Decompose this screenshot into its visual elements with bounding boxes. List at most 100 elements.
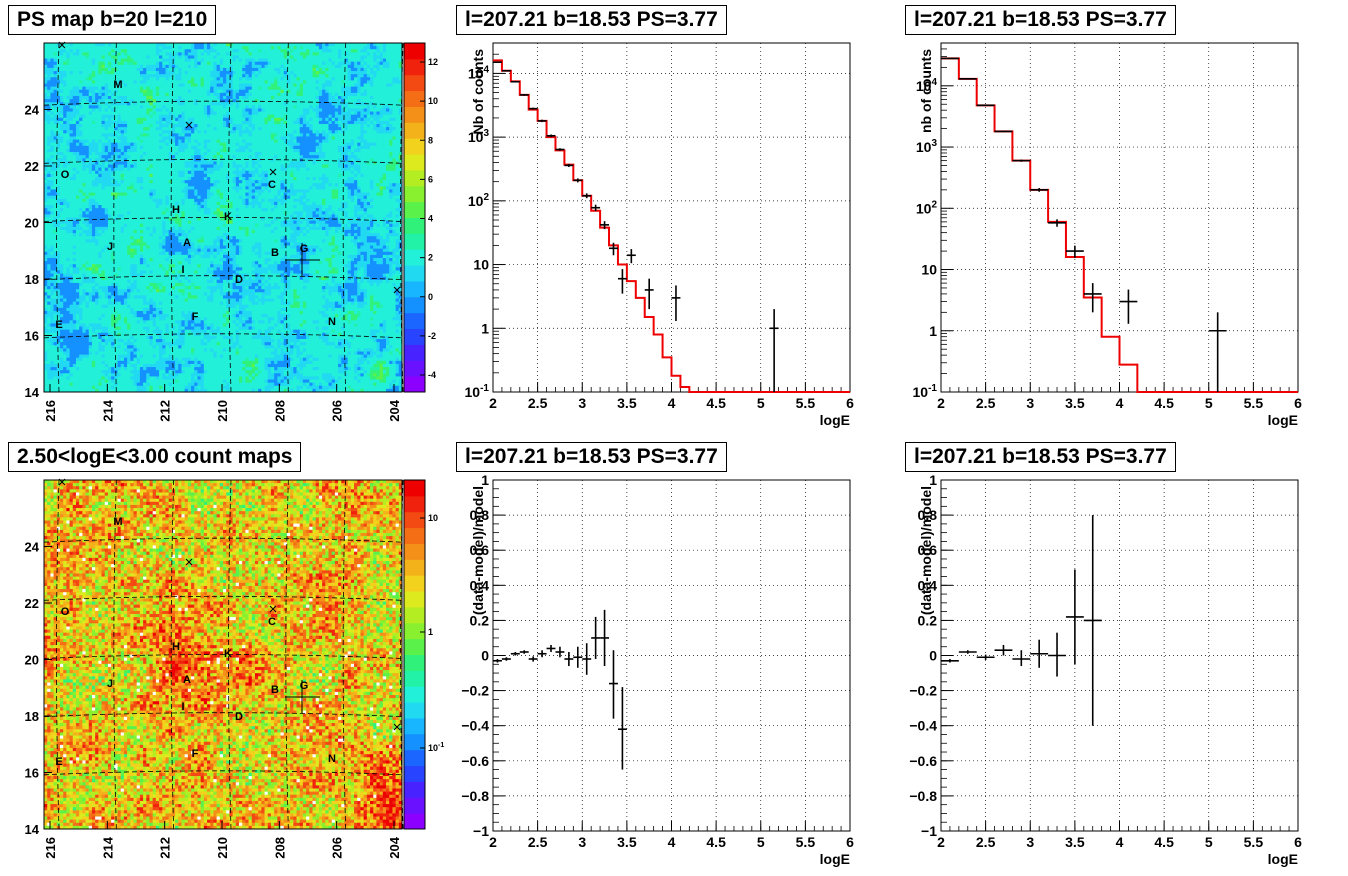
map-source-label-O: O — [61, 606, 70, 618]
map-x-tick-label: 208 — [272, 837, 287, 859]
colorbar-tick-label: 1 — [428, 627, 433, 637]
map-source-label-H: H — [172, 204, 180, 216]
x-tick-label: 2 — [937, 395, 945, 411]
y-axis-title: Nb of counts — [470, 49, 486, 135]
x-tick-label: 5.5 — [1244, 395, 1264, 411]
y-tick-label: 1 — [481, 320, 489, 336]
x-tick-label: 4.5 — [706, 395, 726, 411]
map-source-label-A: A — [183, 237, 191, 249]
y-axis-title: (data-model)/model — [470, 486, 486, 615]
map-x-tick-label: 206 — [330, 837, 345, 859]
map-x-tick-label: 216 — [43, 400, 58, 422]
map-source-label-K: K — [224, 648, 232, 660]
y-tick-label: 0 — [929, 648, 937, 664]
y-tick-label: 1 — [481, 472, 489, 488]
map-x-tick-label: 210 — [215, 837, 230, 859]
spectrum-title-2: l=207.21 b=18.53 PS=3.77 — [905, 5, 1176, 35]
x-tick-label: 4.5 — [706, 834, 726, 850]
x-tick-label: 3 — [1026, 395, 1034, 411]
x-axis-title: logE — [1268, 412, 1298, 428]
map-source-label-C: C — [268, 616, 276, 628]
x-tick-label: 4 — [668, 395, 676, 411]
x-tick-label: 3.5 — [1065, 834, 1085, 850]
x-tick-label: 6 — [846, 395, 854, 411]
y-tick-label: 1 — [929, 472, 937, 488]
map-source-label-J: J — [107, 241, 113, 253]
map-x-tick-label: 208 — [272, 400, 287, 422]
map-y-tick-label: 16 — [25, 329, 39, 344]
x-tick-label: 2.5 — [976, 395, 996, 411]
x-axis-title: logE — [1268, 851, 1298, 867]
map-y-tick-label: 20 — [25, 216, 39, 231]
x-tick-label: 5 — [1205, 395, 1213, 411]
colorbar-tick-label: 10 — [428, 513, 438, 523]
y-tick-label: −0.4 — [461, 718, 489, 734]
y-tick-label: −1 — [473, 823, 489, 839]
x-tick-label: 3.5 — [1065, 395, 1085, 411]
map-source-label-F: F — [192, 748, 199, 760]
y-tick-label: −1 — [921, 823, 937, 839]
map-y-tick-label: 24 — [25, 540, 40, 555]
x-tick-label: 5.5 — [796, 834, 816, 850]
x-tick-label: 2 — [489, 834, 497, 850]
y-tick-label: 10 — [921, 262, 937, 278]
map-source-label-G: G — [300, 680, 309, 692]
y-tick-label: 102 — [916, 199, 938, 216]
map-source-label-B: B — [271, 684, 279, 696]
x-tick-label: 4 — [1116, 834, 1124, 850]
y-tick-label: 0 — [481, 648, 489, 664]
map-source-label-E: E — [55, 756, 62, 768]
map-source-label-O: O — [61, 169, 70, 181]
x-tick-label: 2.5 — [528, 395, 548, 411]
map-x-tick-label: 212 — [158, 837, 173, 859]
y-tick-label: −0.2 — [461, 683, 489, 699]
map-source-label-M: M — [113, 79, 122, 91]
x-tick-label: 6 — [1294, 834, 1302, 850]
y-tick-label: 1 — [929, 323, 937, 339]
figure-canvas: 216 214 212 210 208 206 204141618202224MOCHKJ A… — [0, 0, 1348, 876]
map-source-label-F: F — [192, 311, 199, 323]
map-source-label-E: E — [55, 319, 62, 331]
y-tick-label: 10 — [473, 257, 489, 273]
y-tick-label: −0.6 — [909, 753, 937, 769]
x-tick-label: 4.5 — [1154, 395, 1174, 411]
map-x-tick-label: 204 — [387, 836, 402, 858]
map-source-label-A: A — [183, 674, 191, 686]
x-tick-label: 4 — [1116, 395, 1124, 411]
y-axis-title: nb of counts — [918, 49, 934, 133]
x-tick-label: 5 — [757, 395, 765, 411]
map-x-tick-label: 212 — [158, 400, 173, 422]
map-source-label-D: D — [235, 711, 243, 723]
y-tick-label: 10-1 — [465, 383, 490, 400]
y-axis-title: (data-model)/model — [918, 486, 934, 615]
y-tick-label: −0.4 — [909, 718, 937, 734]
x-tick-label: 5 — [1205, 834, 1213, 850]
map-source-label-M: M — [113, 516, 122, 528]
x-tick-label: 2.5 — [976, 834, 996, 850]
x-tick-label: 3.5 — [617, 834, 637, 850]
colorbar-tick-label: 10-1 — [428, 742, 444, 753]
x-tick-label: 3 — [578, 395, 586, 411]
map-source-label-G: G — [300, 243, 309, 255]
map-source-label-C: C — [268, 179, 276, 191]
map-source-label-B: B — [271, 247, 279, 259]
res1-plot: 2 2.5 3 3.5 4 4.5 5 5.5 6−1−0.8−0.6−0.4−0.200.20… — [461, 472, 854, 867]
map-x-tick-label: 214 — [100, 399, 115, 421]
colorbar-tick-label: 8 — [428, 135, 433, 145]
x-tick-label: 2 — [489, 395, 497, 411]
colorbar-tick-label: 12 — [428, 57, 438, 67]
map-y-tick-label: 14 — [25, 385, 40, 400]
colorbar-tick-label: 0 — [428, 292, 433, 302]
spec2-plot: 2 2.5 3 3.5 4 4.5 5 5.5 610-1110102103104logEnb … — [913, 43, 1303, 428]
count-map-colorbar: 10 1 10-1 — [404, 480, 444, 830]
residual-title-2: l=207.21 b=18.53 PS=3.77 — [905, 442, 1176, 472]
y-tick-label: −0.8 — [461, 788, 489, 804]
spectrum-title-1: l=207.21 b=18.53 PS=3.77 — [456, 5, 727, 35]
map-x-tick-label: 216 — [43, 837, 58, 859]
map-source-label-K: K — [224, 211, 232, 223]
map-source-label-H: H — [172, 641, 180, 653]
colorbar-tick-label: -2 — [428, 331, 436, 341]
map-y-tick-label: 20 — [25, 653, 39, 668]
map-x-tick-label: 206 — [330, 400, 345, 422]
